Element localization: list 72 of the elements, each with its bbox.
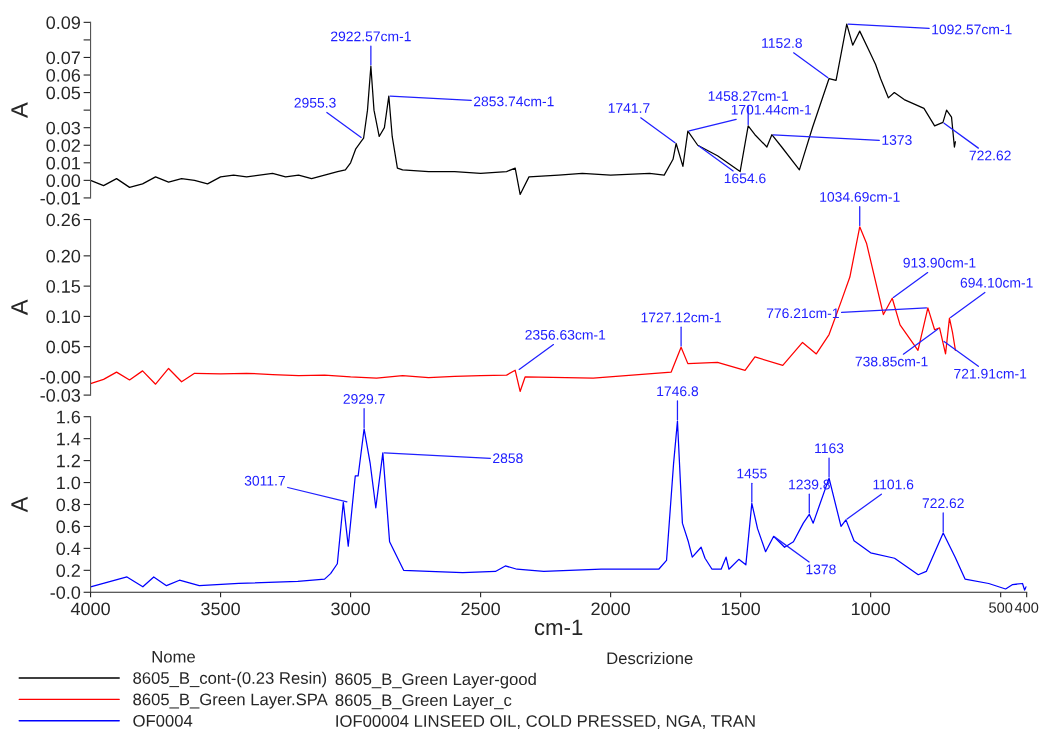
y-tick-label: 0.8 [56,498,81,512]
annotation: 3011.7 [244,475,285,486]
text: 8605_B_Green Layer_c [335,694,512,710]
x-tick-label: 3500 [201,602,240,616]
y-tick-label: 0.4 [56,542,81,556]
annotation: 913.90cm-1 [903,257,976,268]
y-axis-title: A [11,102,28,118]
text: IOF00004 LINSEED OIL, COLD PRESSED, NGA, TRAN [336,715,755,729]
y-tick-label: 0.6 [56,520,81,534]
annotation: 1152.8 [762,38,802,49]
x-tick-label: 2500 [461,602,500,616]
annotation: 1727.12cm-1 [641,312,721,323]
annotation: 2858 [493,453,523,464]
x-tick-label: 2000 [591,602,630,616]
y-tick-label: 1.0 [57,476,81,490]
y-tick-label: -0.0 [50,586,81,599]
annotation: 2955.3 [294,97,336,108]
y-tick-label: 0.10 [46,310,81,324]
y-tick-label: 0.20 [46,249,81,263]
annotation: 1746.8 [657,386,699,397]
y-tick-label: 1.2 [57,454,80,468]
annotation: 1034.69cm-1 [820,191,900,202]
y-tick-label: -0.00 [40,370,81,384]
y-tick-label: 0.03 [46,121,81,135]
y-tick-label: 0.26 [46,213,81,227]
annotation: 1373 [882,135,912,145]
y-tick-label: 0.06 [46,68,81,82]
x-tick-label: 3000 [331,602,370,616]
text: OF0004 [133,714,193,727]
y-tick-label: 0.02 [46,139,80,152]
annotation: 2356.63cm-1 [525,329,606,340]
annotation: 1092.57cm-1 [932,24,1012,35]
text: 8605_B_Green Layer.SPA [133,693,328,709]
text: Descrizione [607,651,693,665]
annotation: 1163 [815,443,844,454]
annotation: 2853.74cm-1 [473,96,554,107]
annotation: 1458.27cm-1 [708,91,789,101]
y-tick-label: 0.2 [56,564,80,578]
y-tick-label: 0.07 [46,51,80,65]
y-tick-label: 1.4 [57,432,81,446]
annotation: 721.91cm-1 [954,368,1027,379]
annotation: 722.62 [922,498,964,509]
y-tick-label: 0.05 [46,340,81,354]
text: 8605_B_Green Layer-good [335,672,536,689]
legend-title: Nome [152,650,195,663]
y-tick-label: 1.6 [57,410,81,424]
annotation: 2922.57cm-1 [331,31,411,42]
annotation: 1378 [806,564,836,575]
annotation: 1455 [737,468,767,479]
y-tick-label: 0.00 [46,174,81,188]
x-axis-title: cm-1 [534,619,583,636]
annotation: 1654.6 [724,173,766,184]
annotation: 1101.6 [873,479,914,490]
text: 8605_B_cont-(0.23 Resin) [133,671,327,688]
y-tick-label: -0.03 [40,389,81,402]
x-tick-label: 1000 [851,602,891,616]
y-tick-label: 0.09 [46,16,80,30]
y-tick-label: 0.05 [46,86,81,100]
y-axis-title: A [11,496,28,513]
annotation: 694.10cm-1 [960,277,1033,288]
x-tick-label: 4000 [70,602,110,616]
x-tick-label: 500 [989,602,1013,613]
annotation: 2929.7 [343,393,385,404]
annotation: 738.85cm-1 [855,356,928,367]
x-tick-label: 400 [1014,602,1039,613]
y-tick-label: 0.15 [46,280,81,293]
annotation: 722.62 [969,150,1011,161]
y-tick-label: -0.01 [40,191,80,205]
y-axis-title: A [11,299,28,316]
annotation: 1741.7 [608,103,650,113]
x-tick-label: 1500 [721,602,761,616]
y-tick-label: 0.01 [46,156,80,170]
